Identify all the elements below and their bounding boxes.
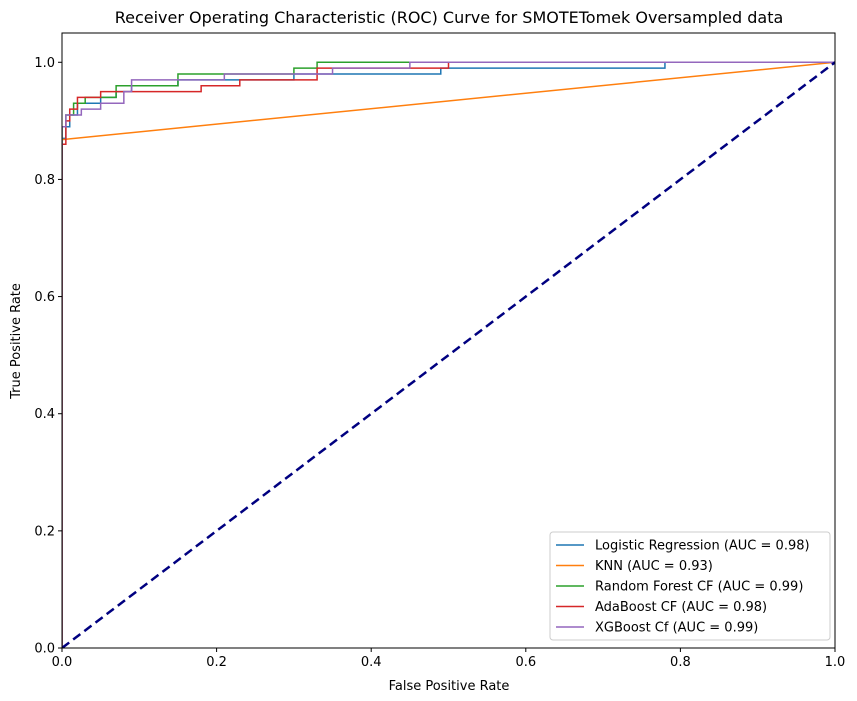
- chance-reference-line: [62, 61, 835, 648]
- x-tick-label: 0.6: [515, 655, 536, 670]
- x-tick-label: 0.0: [52, 655, 73, 670]
- x-tick-label: 0.8: [670, 655, 691, 670]
- legend-label: KNN (AUC = 0.93): [595, 559, 713, 574]
- y-tick-label: 1.0: [34, 56, 55, 71]
- x-tick-label: 0.4: [361, 655, 382, 670]
- y-tick-label: 0.0: [34, 642, 55, 657]
- legend-label: XGBoost Cf (AUC = 0.99): [595, 621, 758, 636]
- chart-title: Receiver Operating Characteristic (ROC) …: [115, 8, 784, 27]
- legend-box: [549, 531, 831, 641]
- legend: Logistic Regression (AUC = 0.98) KNN (AUC…: [549, 531, 831, 641]
- y-axis-title: True Positive Rate: [9, 283, 24, 400]
- legend-label: Random Forest CF (AUC = 0.99): [595, 580, 803, 595]
- x-tick-label: 0.2: [206, 655, 227, 670]
- roc-line-series-5: [62, 61, 835, 648]
- y-tick-label: 0.8: [34, 173, 55, 188]
- roc-line-series-2: [62, 61, 835, 648]
- y-tick-label: 0.4: [34, 407, 55, 422]
- plot-area-frame: [61, 32, 836, 649]
- y-tick-label: 0.2: [34, 524, 55, 539]
- legend-label: AdaBoost CF (AUC = 0.98): [595, 600, 767, 615]
- x-tick-label: 1.0: [825, 655, 846, 670]
- legend-label: Logistic Regression (AUC = 0.98): [595, 539, 810, 554]
- y-tick-label: 0.6: [34, 290, 55, 305]
- x-axis-title: False Positive Rate: [389, 679, 510, 694]
